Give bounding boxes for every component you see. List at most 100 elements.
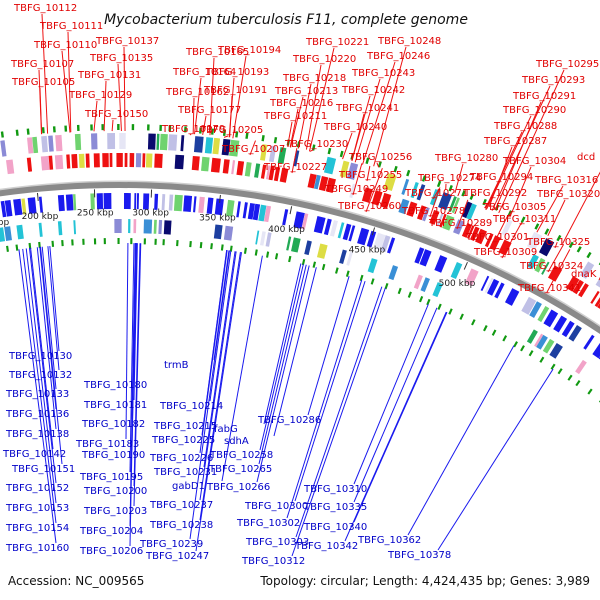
marker-dash <box>419 295 424 303</box>
feature-block <box>242 202 248 219</box>
label-leader-forward <box>61 50 71 133</box>
gene-label-forward: TBFG_10294 <box>469 172 533 183</box>
feature-block <box>537 306 550 323</box>
feature-block <box>301 213 309 230</box>
label-leader-forward <box>509 166 532 218</box>
feature-block <box>129 153 135 168</box>
marker-dash <box>93 238 97 245</box>
gene-label-reverse: TBFG_10303 <box>245 537 309 548</box>
feature-block <box>212 137 221 155</box>
gene-label-reverse: TBFG_10286 <box>257 415 321 426</box>
tick-label: 200 kbp <box>22 212 59 222</box>
feature-block <box>293 211 305 229</box>
gene-label-forward: TBFG_10289 <box>428 218 492 229</box>
feature-block <box>133 219 137 234</box>
feature-block <box>147 133 156 150</box>
feature-block <box>461 222 473 238</box>
marker-dash <box>345 270 350 277</box>
label-leader-forward <box>194 77 202 135</box>
label-leader-reverse <box>18 249 57 544</box>
feature-block <box>158 219 163 235</box>
label-leader-reverse <box>407 345 515 536</box>
feature-block <box>221 138 231 156</box>
label-leader-reverse <box>41 246 57 390</box>
feature-block <box>282 209 289 226</box>
label-leader-forward <box>484 198 493 209</box>
gene-label-forward: TBFG_10256 <box>348 152 412 163</box>
label-leader-forward <box>488 146 513 208</box>
label-leader-forward <box>536 185 564 233</box>
feature-block <box>124 153 128 168</box>
gene-label-reverse: TBFG_10225 <box>151 435 215 446</box>
feature-block <box>541 261 550 275</box>
marker-dash <box>288 255 292 263</box>
gene-label-reverse: TBFG_10138 <box>5 429 69 440</box>
feature-block <box>561 320 575 338</box>
feature-block <box>339 160 350 178</box>
feature-block <box>286 236 292 251</box>
feature-block <box>579 261 595 279</box>
feature-block <box>410 181 419 199</box>
label-leader-forward <box>362 61 396 165</box>
label-leader-forward <box>454 163 464 194</box>
marker-dash <box>421 175 427 182</box>
gene-label-forward: TBFG_10249 <box>324 184 388 195</box>
gene-label-forward: TBFG_10241 <box>335 103 399 114</box>
marker-dash <box>335 267 339 274</box>
label-leader-reverse <box>294 280 366 502</box>
gene-label-forward: TBFG_10260 <box>337 201 401 212</box>
marker-dash <box>26 128 30 135</box>
gene-label-reverse: TBFG_10183 <box>75 439 139 450</box>
feature-block <box>0 227 6 242</box>
feature-block <box>72 194 77 211</box>
gene-label-forward: TBFG_10301 <box>465 232 529 243</box>
label-leader-reverse <box>437 368 554 551</box>
feature-block <box>38 196 44 213</box>
label-leader-reverse <box>133 243 142 507</box>
feature-block <box>214 198 224 216</box>
feature-block <box>268 165 275 181</box>
feature-block <box>416 205 427 221</box>
label-leader-forward <box>429 188 440 218</box>
marker-dash <box>222 129 227 137</box>
marker-dash <box>426 298 431 306</box>
feature-block <box>134 193 137 210</box>
feature-block <box>204 137 214 154</box>
label-leader-reverse <box>49 246 60 352</box>
feature-block <box>538 238 555 257</box>
gene-label-reverse: TBFG_10204 <box>79 526 143 537</box>
label-leader-forward <box>309 149 314 152</box>
marker-dash <box>568 241 574 249</box>
gene-label-forward: TBFG_10271 <box>404 188 468 199</box>
tick-mark <box>289 206 293 215</box>
feature-block <box>93 153 100 168</box>
feature-block <box>349 183 356 199</box>
marker-dash <box>550 363 556 370</box>
gene-label-forward: TBFG_10248 <box>377 36 441 47</box>
feature-block <box>469 226 480 242</box>
marker-dash <box>406 169 411 177</box>
feature-block <box>347 162 359 180</box>
label-leader-forward <box>545 249 571 295</box>
gene-label-reverse: fabG <box>214 424 238 435</box>
gene-label-forward: TBFG_10311 <box>492 214 556 225</box>
feature-block <box>252 203 261 221</box>
label-leader-reverse <box>353 312 448 523</box>
marker-dash <box>154 238 157 245</box>
label-leader-reverse <box>40 246 63 465</box>
feature-block <box>154 193 159 210</box>
feature-block <box>180 135 185 152</box>
feature-block <box>313 216 326 234</box>
label-leader-reverse <box>273 267 317 437</box>
marker-dash <box>147 124 150 131</box>
gene-label-forward: TBFG_10230 <box>284 139 348 150</box>
label-leader-reverse <box>39 246 57 410</box>
label-leader-reverse <box>353 304 429 485</box>
feature-block <box>135 153 142 168</box>
feature-block <box>450 262 463 280</box>
gene-label-reverse: TBFG_10151 <box>11 464 75 475</box>
marker-dash <box>51 240 55 247</box>
feature-block <box>371 190 383 206</box>
marker-dash <box>461 190 466 197</box>
gene-label-forward: TBFG_10290 <box>502 105 566 116</box>
